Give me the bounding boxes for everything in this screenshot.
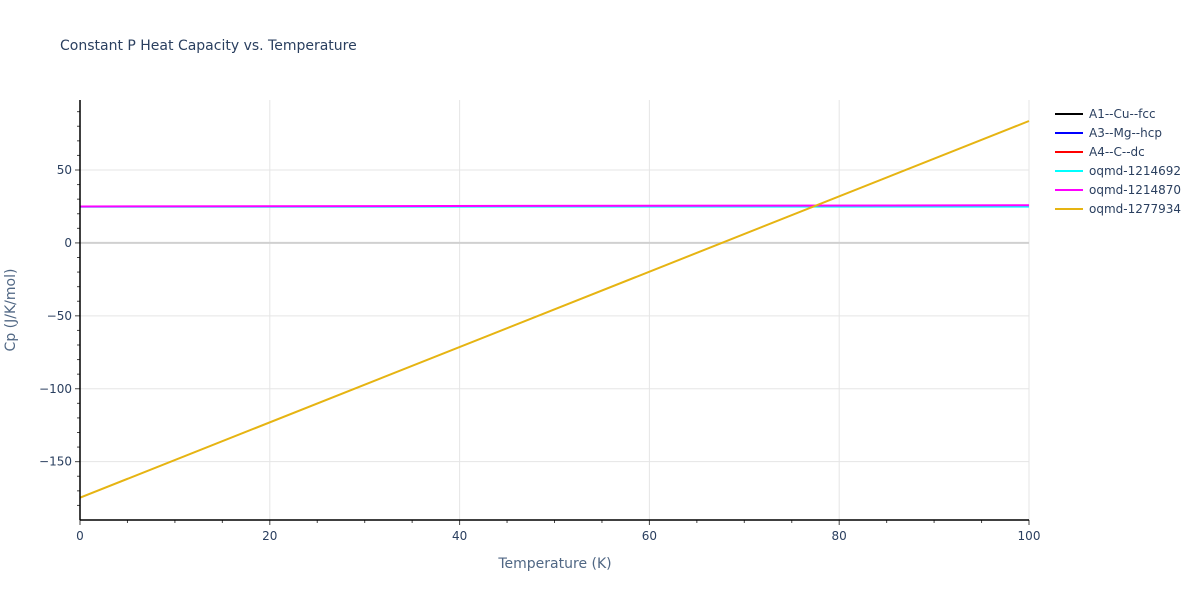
y-tick-label: 0 — [64, 236, 72, 250]
chart-title: Constant P Heat Capacity vs. Temperature — [60, 38, 357, 54]
axes: 0 20 40 60 80 100 −150 −100 −50 0 50 — [39, 100, 1040, 543]
legend-label: A4--C--dc — [1089, 145, 1145, 159]
series-line — [79, 120, 1030, 499]
legend-label: A3--Mg--hcp — [1089, 126, 1162, 140]
grid-lines — [80, 100, 1030, 520]
y-tick-label: −100 — [39, 382, 72, 396]
legend: A1--Cu--fcc A3--Mg--hcp A4--C--dc oqmd-1214… — [1055, 107, 1181, 216]
x-tick-label: 40 — [452, 529, 467, 543]
x-tick-label: 80 — [832, 529, 847, 543]
plot-series — [79, 120, 1030, 499]
legend-label: A1--Cu--fcc — [1089, 107, 1156, 121]
legend-label: oqmd-1277934 — [1089, 202, 1181, 216]
series-line — [79, 204, 1030, 208]
x-axis-title: Temperature (K) — [497, 556, 611, 572]
x-tick-label: 0 — [76, 529, 84, 543]
x-tick-label: 60 — [642, 529, 657, 543]
y-tick-label: 50 — [57, 163, 72, 177]
legend-label: oqmd-1214692 — [1089, 164, 1181, 178]
y-tick-label: −150 — [39, 455, 72, 469]
x-tick-label: 20 — [262, 529, 277, 543]
y-axis-title: Cp (J/K/mol) — [3, 269, 19, 352]
legend-label: oqmd-1214870 — [1089, 183, 1181, 197]
y-tick-label: −50 — [47, 309, 72, 323]
x-tick-label: 100 — [1018, 529, 1041, 543]
